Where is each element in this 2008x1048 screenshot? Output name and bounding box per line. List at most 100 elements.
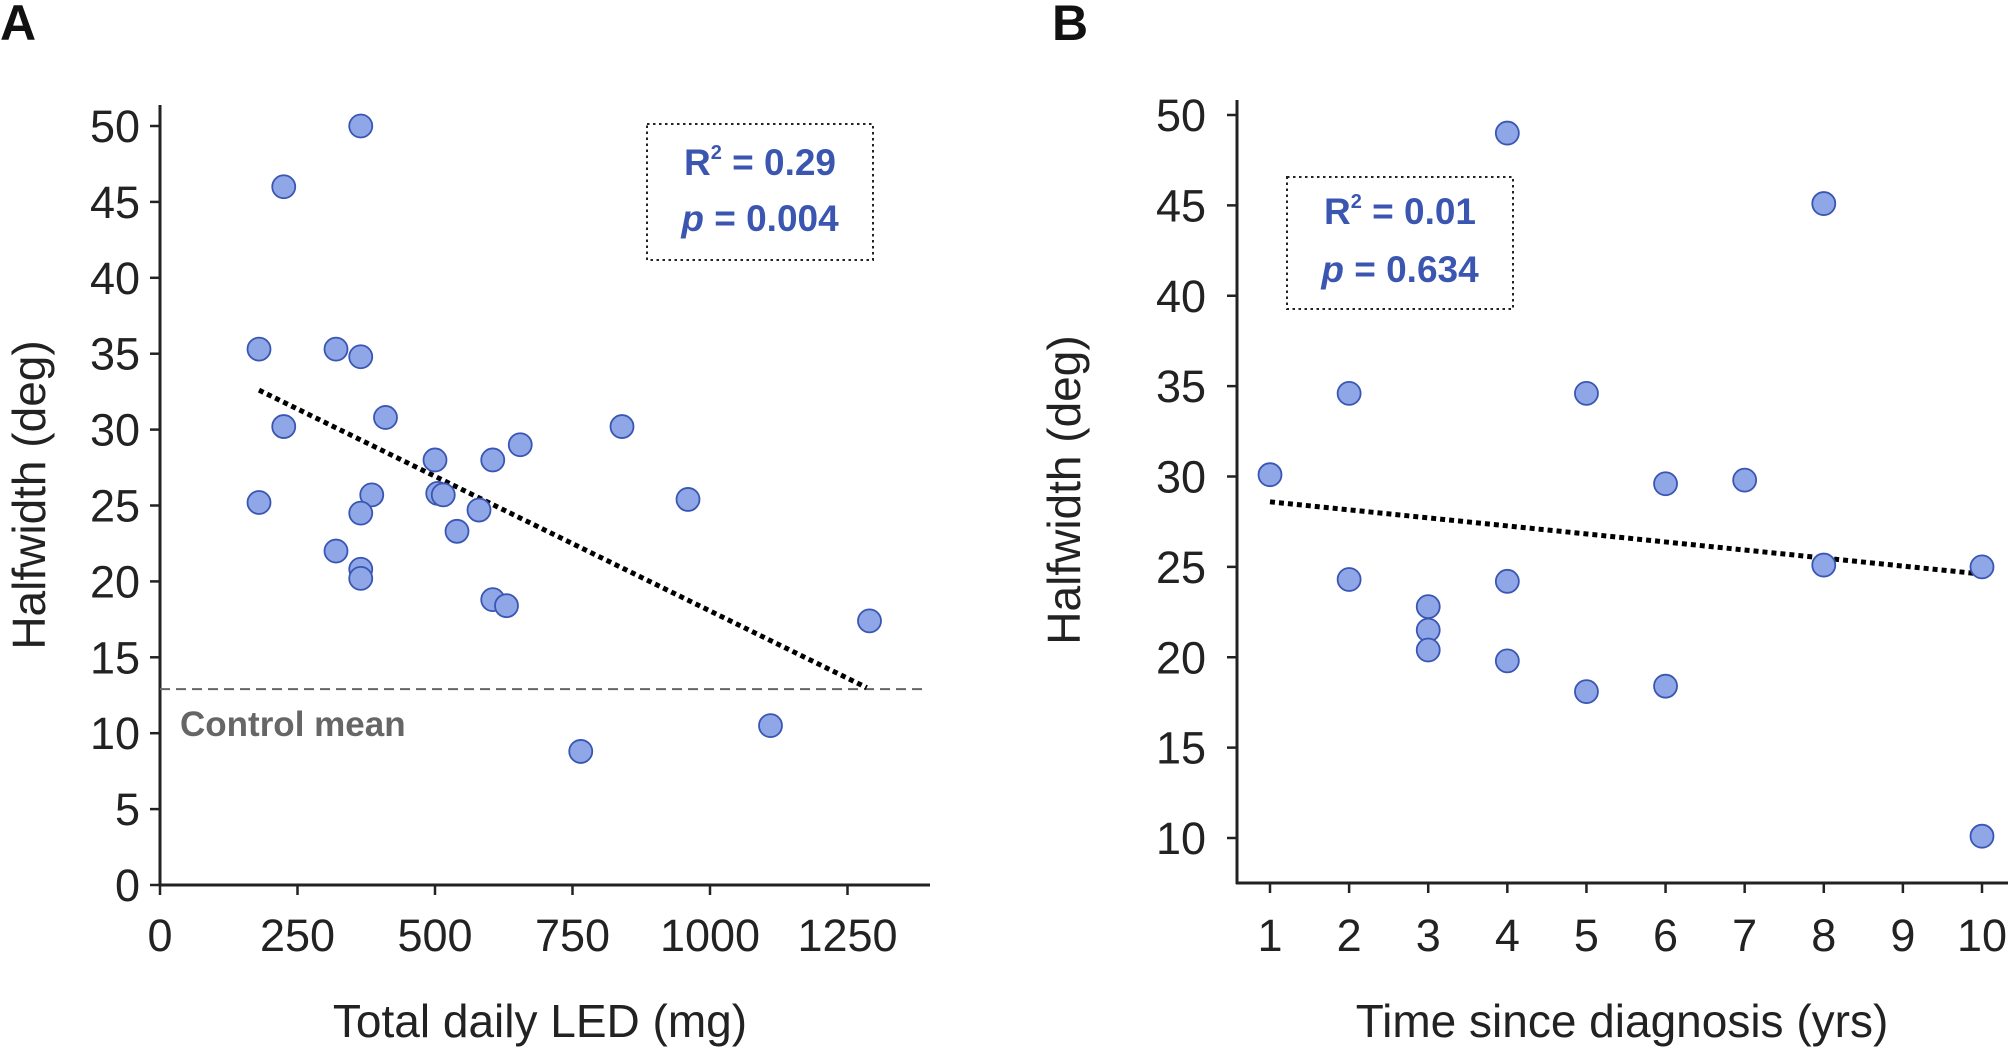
panel-b-x-tick-label: 10 [1957, 910, 2007, 961]
panel-a-x-tick-label: 1000 [660, 910, 760, 961]
panel-b-data-point [1415, 637, 1441, 663]
panel-a-data-point [675, 487, 701, 512]
panel-a-y-tick-label: 20 [90, 556, 140, 607]
panel-a-x-tick-label: 1250 [797, 910, 897, 961]
panel-a-y-tick-label: 5 [115, 784, 140, 835]
panel-b-data-point [1653, 673, 1678, 699]
panel-a-y-tick-label: 15 [90, 632, 140, 683]
panel-a-y-tick-label: 50 [90, 101, 140, 152]
panel-b-x-tick-label: 1 [1257, 910, 1282, 961]
panel-b-y-tick-label: 10 [1156, 813, 1206, 864]
panel-a-data-point [494, 593, 519, 619]
panel-b-p-value: p = 0.634 [1320, 249, 1479, 290]
panel-b-data-point [1494, 568, 1520, 594]
panel-b-data-point [1653, 471, 1678, 497]
panel-b-r-squared-superscript: 2 [1351, 191, 1362, 213]
panel-b-p-label: p [1320, 249, 1344, 290]
panel-b-data-point [1574, 380, 1599, 406]
panel-b-x-tick-label: 3 [1416, 910, 1441, 961]
panel-a-x-tick-label: 500 [397, 910, 472, 961]
panel-a-r-squared-label: R [684, 142, 711, 183]
panel-b-x-tick-label: 7 [1732, 910, 1757, 961]
panel-a-p-label: p [680, 198, 704, 239]
panel-a-data-point [444, 518, 470, 544]
panel-a-r-squared-superscript: 2 [711, 142, 722, 164]
panel-a-p-value: p = 0.004 [680, 198, 839, 239]
panel-a-data-point [373, 405, 398, 430]
panel-a-r-squared-value: = 0.29 [722, 142, 836, 183]
panel-a-data-point [348, 113, 374, 139]
panel-b-data-point [1969, 823, 1995, 849]
panel-a-control-mean-label: Control mean [180, 705, 406, 744]
panel-b-data-point [1494, 120, 1520, 146]
panel-b-r-squared: R2 = 0.01 [1324, 191, 1476, 232]
panel-b-data-point [1811, 552, 1837, 578]
panel-a-data-point [568, 739, 594, 764]
panel-a-data-point [422, 447, 448, 473]
panel-a-letter: A [0, 0, 36, 51]
panel-a-data-point [271, 174, 297, 200]
panel-a-x-tick-label: 250 [260, 910, 335, 961]
panel-b-y-tick-label: 40 [1156, 271, 1206, 322]
panel-a-x-axis-title: Total daily LED (mg) [333, 995, 747, 1047]
panel-b-x-axis-title: Time since diagnosis (yrs) [1356, 995, 1889, 1047]
panel-b-stats-box [1286, 176, 1514, 310]
panel-b-x-tick-label: 4 [1495, 910, 1520, 961]
panel-b-data-point [1257, 462, 1283, 488]
panel-b-p-number: = 0.634 [1344, 249, 1479, 290]
panel-a-stats-box [646, 123, 874, 261]
panel-a-trend-line [257, 387, 868, 690]
panel-a-data-point [348, 344, 374, 370]
panel-a-y-tick-label: 25 [90, 481, 140, 532]
panel-b-r-squared-value: = 0.01 [1362, 191, 1476, 232]
panel-a-data-point [430, 482, 456, 508]
panel-b-trend-line [1269, 499, 1983, 577]
panel-b-x-tick-label: 5 [1574, 910, 1599, 961]
panel-a-data-point [857, 608, 882, 634]
panel-b-x-tick-label: 9 [1890, 910, 1915, 961]
panel-b-x-tick-label: 8 [1811, 910, 1836, 961]
panel-a-y-tick-label: 40 [90, 253, 140, 304]
panel-a-x-tick-label: 750 [535, 910, 610, 961]
panel-b-data-point [1336, 380, 1362, 406]
panel-b-data-point [1811, 191, 1837, 216]
panel-a-data-point [480, 447, 506, 473]
panel-b-y-tick-label: 45 [1156, 180, 1206, 231]
panel-b-r-squared-label: R [1324, 191, 1351, 232]
panel-b-data-point [1494, 648, 1520, 674]
panel-a-data-point [348, 500, 374, 526]
panel-a-data-point [246, 336, 272, 362]
panel-b-data-point [1415, 594, 1441, 620]
panel-a-data-point [246, 490, 272, 515]
panel-a-data-point [323, 336, 349, 362]
panel-b-data-point [1732, 467, 1758, 493]
panel-b-letter: B [1052, 0, 1088, 51]
panel-a-y-tick-label: 45 [90, 177, 140, 228]
panel-b-data-point [1574, 679, 1599, 704]
panel-a-y-tick-label: 0 [115, 860, 140, 911]
panel-a-r-squared: R2 = 0.29 [684, 142, 836, 183]
panel-b-y-tick-label: 25 [1156, 542, 1206, 593]
panel-a-data-point [323, 538, 349, 564]
panel-a-data-point [348, 565, 374, 591]
panel-b-y-tick-label: 15 [1156, 723, 1206, 774]
panel-a-y-tick-label: 35 [90, 329, 140, 380]
panel-a-y-tick-label: 30 [90, 405, 140, 456]
panel-b-y-tick-label: 35 [1156, 361, 1206, 412]
panel-b-x-tick-label: 6 [1653, 910, 1678, 961]
panel-b-y-axis-title: Halfwidth (deg) [1038, 335, 1090, 644]
panel-b-data-point [1969, 554, 1995, 580]
panel-a-y-axis-title: Halfwidth (deg) [3, 340, 55, 649]
panel-a-data-point [466, 497, 492, 523]
panel-a-data-point [271, 414, 297, 439]
panel-a-data-point [359, 482, 385, 508]
panel-b-x-tick-label: 2 [1337, 910, 1362, 961]
panel-b-y-tick-label: 20 [1156, 632, 1206, 683]
panel-b-y-tick-label: 30 [1156, 452, 1206, 503]
panel-a-y-tick-label: 10 [90, 708, 140, 759]
panel-b-data-point [1336, 567, 1362, 592]
